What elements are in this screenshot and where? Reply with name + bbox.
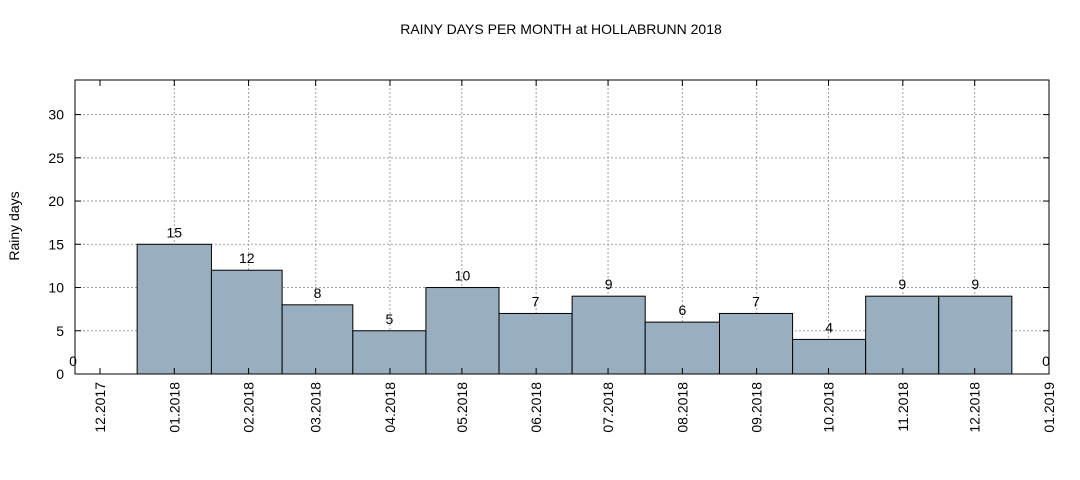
data-label: 7 [532,293,540,309]
data-label: 12 [239,250,255,266]
x-tick-label: 12.2017 [92,382,108,433]
y-tick-label: 5 [56,323,64,339]
y-axis-label: Rainy days [6,191,22,260]
chart-title: RAINY DAYS PER MONTH at HOLLABRUNN 2018 [400,21,722,37]
bar [938,295,1013,375]
bar [281,304,354,375]
bar [792,338,867,375]
edge-data-label: 0 [1042,353,1050,369]
edge-data-label: 0 [69,353,77,369]
y-tick-label: 0 [56,366,64,382]
x-tick-label: 10.2018 [821,382,837,433]
y-tick-label: 10 [48,280,64,296]
x-tick-label: 09.2018 [749,382,765,433]
data-label: 9 [898,276,906,292]
bar [571,295,646,375]
x-tick-label: 02.2018 [241,382,257,433]
x-tick-label: 01.2019 [1041,382,1057,433]
plot-frame [74,79,1050,375]
bars [136,243,1013,375]
bar [644,321,720,375]
data-labels: 15 12 8 5 10 7 9 6 7 4 9 9 0 0 [69,224,1050,369]
y-tick-label: 15 [48,236,64,252]
data-label: 8 [314,285,322,301]
x-tick-label: 05.2018 [454,382,470,433]
bar [352,330,427,375]
bar [425,287,500,375]
x-tick-label: 11.2018 [895,382,911,432]
x-tick-label: 06.2018 [528,382,544,433]
data-label: 4 [825,319,833,335]
data-label: 6 [678,302,686,318]
x-tick-label: 04.2018 [382,382,398,433]
data-label: 15 [167,224,183,240]
y-tick-label: 25 [48,150,64,166]
x-tick-label: 12.2018 [967,382,983,433]
bar [498,312,573,375]
data-label: 7 [752,293,760,309]
bar [136,243,212,375]
x-axis-ticks: 12.2017 01.2018 02.2018 03.2018 04.2018 05.20… [92,80,1057,433]
x-tick-label: 03.2018 [308,382,324,433]
x-tick-label: 07.2018 [600,382,616,433]
y-tick-label: 30 [48,107,64,123]
y-tick-label: 20 [48,193,64,209]
bar [210,269,283,375]
bar [865,295,940,375]
x-tick-label: 08.2018 [674,382,690,433]
data-label: 9 [971,276,979,292]
data-label: 9 [605,276,613,292]
data-label: 5 [385,311,393,327]
x-tick-label: 01.2018 [166,382,182,433]
data-label: 10 [455,268,471,284]
bar [718,312,794,375]
